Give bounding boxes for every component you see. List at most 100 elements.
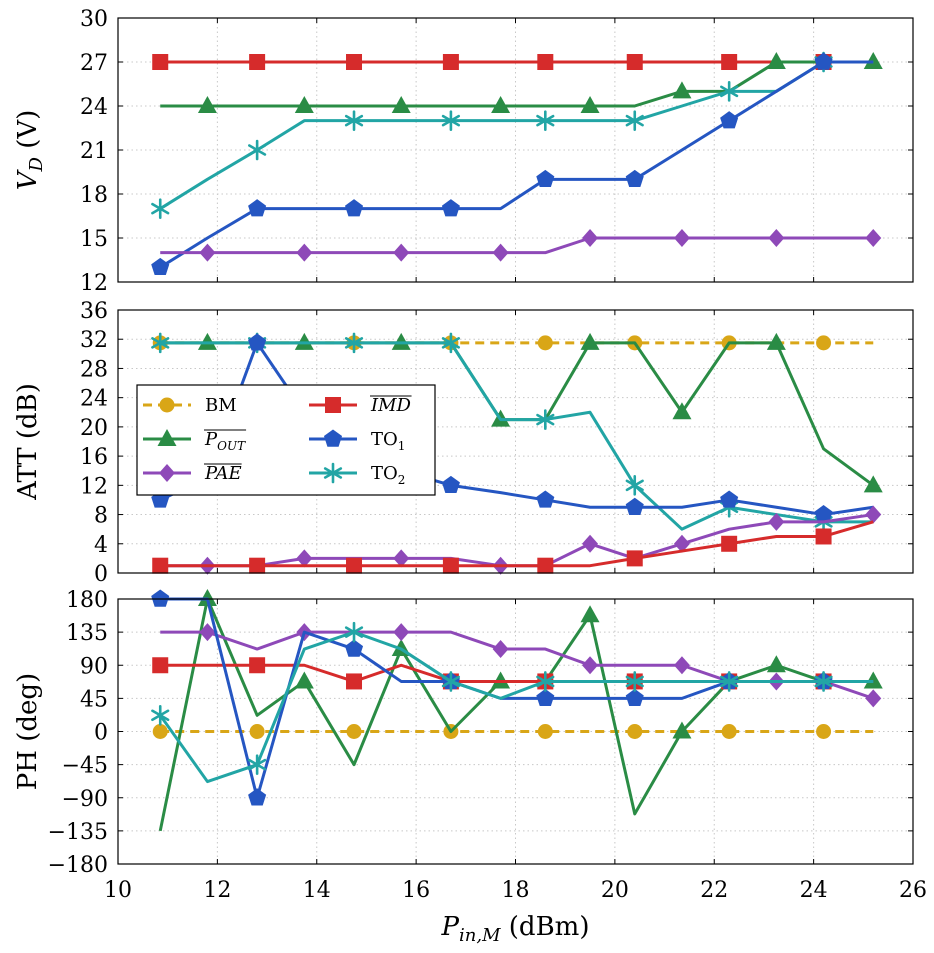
data-point (152, 724, 168, 739)
data-point (391, 96, 411, 113)
data-point (580, 332, 600, 350)
data-point (814, 671, 833, 692)
series-to1 (151, 52, 874, 276)
y-tick-label: 12 (80, 474, 108, 499)
y-tick-label: 24 (80, 387, 108, 412)
data-point (151, 589, 170, 607)
data-point (865, 505, 882, 524)
data-point (199, 623, 216, 642)
y-tick-label: 8 (94, 504, 108, 529)
data-point (720, 81, 739, 102)
y-tick-label: 4 (94, 533, 108, 558)
data-point (442, 557, 459, 574)
x-tick-label: 24 (800, 878, 828, 903)
legend-label: POUT (204, 429, 246, 453)
data-point (814, 505, 833, 523)
legend-item-pout: POUT (143, 429, 247, 453)
data-point (625, 688, 644, 707)
data-point (199, 243, 216, 262)
series-to2 (151, 51, 874, 219)
data-point (197, 332, 217, 350)
data-point (625, 497, 644, 515)
data-point (294, 332, 314, 350)
data-point (625, 475, 644, 496)
series-imd (152, 657, 874, 690)
data-point (248, 333, 267, 351)
data-point (344, 199, 364, 217)
data-point (625, 169, 644, 188)
data-point (582, 656, 599, 675)
y-tick-label: −135 (48, 820, 108, 845)
y-tick-label: 180 (66, 588, 108, 613)
x-tick-label: 18 (502, 878, 530, 903)
legend: BM IMD POUT TO1 PAE TO2 (136, 384, 436, 496)
data-point (492, 243, 509, 262)
data-point (582, 534, 599, 553)
legend-label: BM (205, 395, 237, 416)
data-point (536, 409, 555, 430)
series-imd (152, 520, 874, 574)
data-point (537, 335, 553, 351)
series-line (160, 520, 874, 568)
data-point (815, 528, 832, 545)
data-point (814, 52, 833, 70)
data-point (626, 550, 643, 567)
data-point (248, 139, 267, 161)
y-tick-label: 24 (80, 95, 108, 120)
series-imd (152, 54, 874, 70)
data-point (625, 671, 644, 692)
data-point (248, 199, 267, 217)
legend-marker (323, 462, 343, 484)
y-tick-label: 16 (80, 445, 108, 470)
data-point (536, 671, 555, 692)
y-tick-label: 32 (80, 328, 108, 353)
data-point (768, 229, 785, 247)
data-point (441, 671, 460, 692)
data-point (346, 54, 363, 70)
legend-item-imd: IMD (309, 395, 412, 416)
data-point (536, 169, 555, 188)
legend-label: TO1 (371, 429, 405, 453)
y-tick-label: 12 (80, 271, 108, 296)
x-tick-label: 12 (203, 878, 231, 903)
data-point (249, 657, 266, 674)
y-tick-label: 21 (80, 139, 108, 164)
legend-marker (325, 397, 341, 413)
series-line (159, 60, 874, 269)
data-point (248, 788, 267, 806)
y-tick-label: 15 (80, 227, 108, 252)
x-tick-label: 14 (303, 878, 331, 903)
data-point (625, 110, 644, 131)
data-point (672, 721, 692, 739)
series-pout (158, 589, 883, 832)
legend-marker (159, 397, 175, 413)
y-tick-label: −180 (48, 853, 108, 878)
data-point (536, 490, 555, 508)
y-tick-label: 18 (80, 183, 108, 208)
legend-marker (157, 429, 177, 446)
y-tick-label: 0 (94, 562, 108, 587)
data-point (721, 724, 737, 739)
series-line (160, 341, 874, 531)
panel-ph: −180 −135 −90 −45 0 45 90 135 180 PH (deg) (13, 588, 914, 878)
data-point (673, 229, 690, 247)
data-point (673, 656, 690, 675)
data-point (720, 671, 739, 692)
series-line (159, 630, 874, 784)
data-point (580, 96, 600, 113)
data-point (152, 657, 169, 674)
data-point (441, 475, 460, 494)
data-point (393, 243, 410, 262)
legend-item-pae: PAE (143, 463, 242, 484)
data-point (393, 549, 410, 568)
legend-marker (159, 464, 175, 482)
series-line (160, 513, 874, 568)
y-axis-label: ATT (dB) (13, 383, 43, 501)
y-axis-label: PH (deg) (13, 673, 43, 790)
data-point (768, 512, 785, 531)
legend-item-to2: TO2 (309, 462, 405, 487)
data-point (296, 549, 313, 568)
data-point (151, 257, 170, 276)
data-point (627, 724, 643, 739)
data-point (294, 96, 314, 113)
